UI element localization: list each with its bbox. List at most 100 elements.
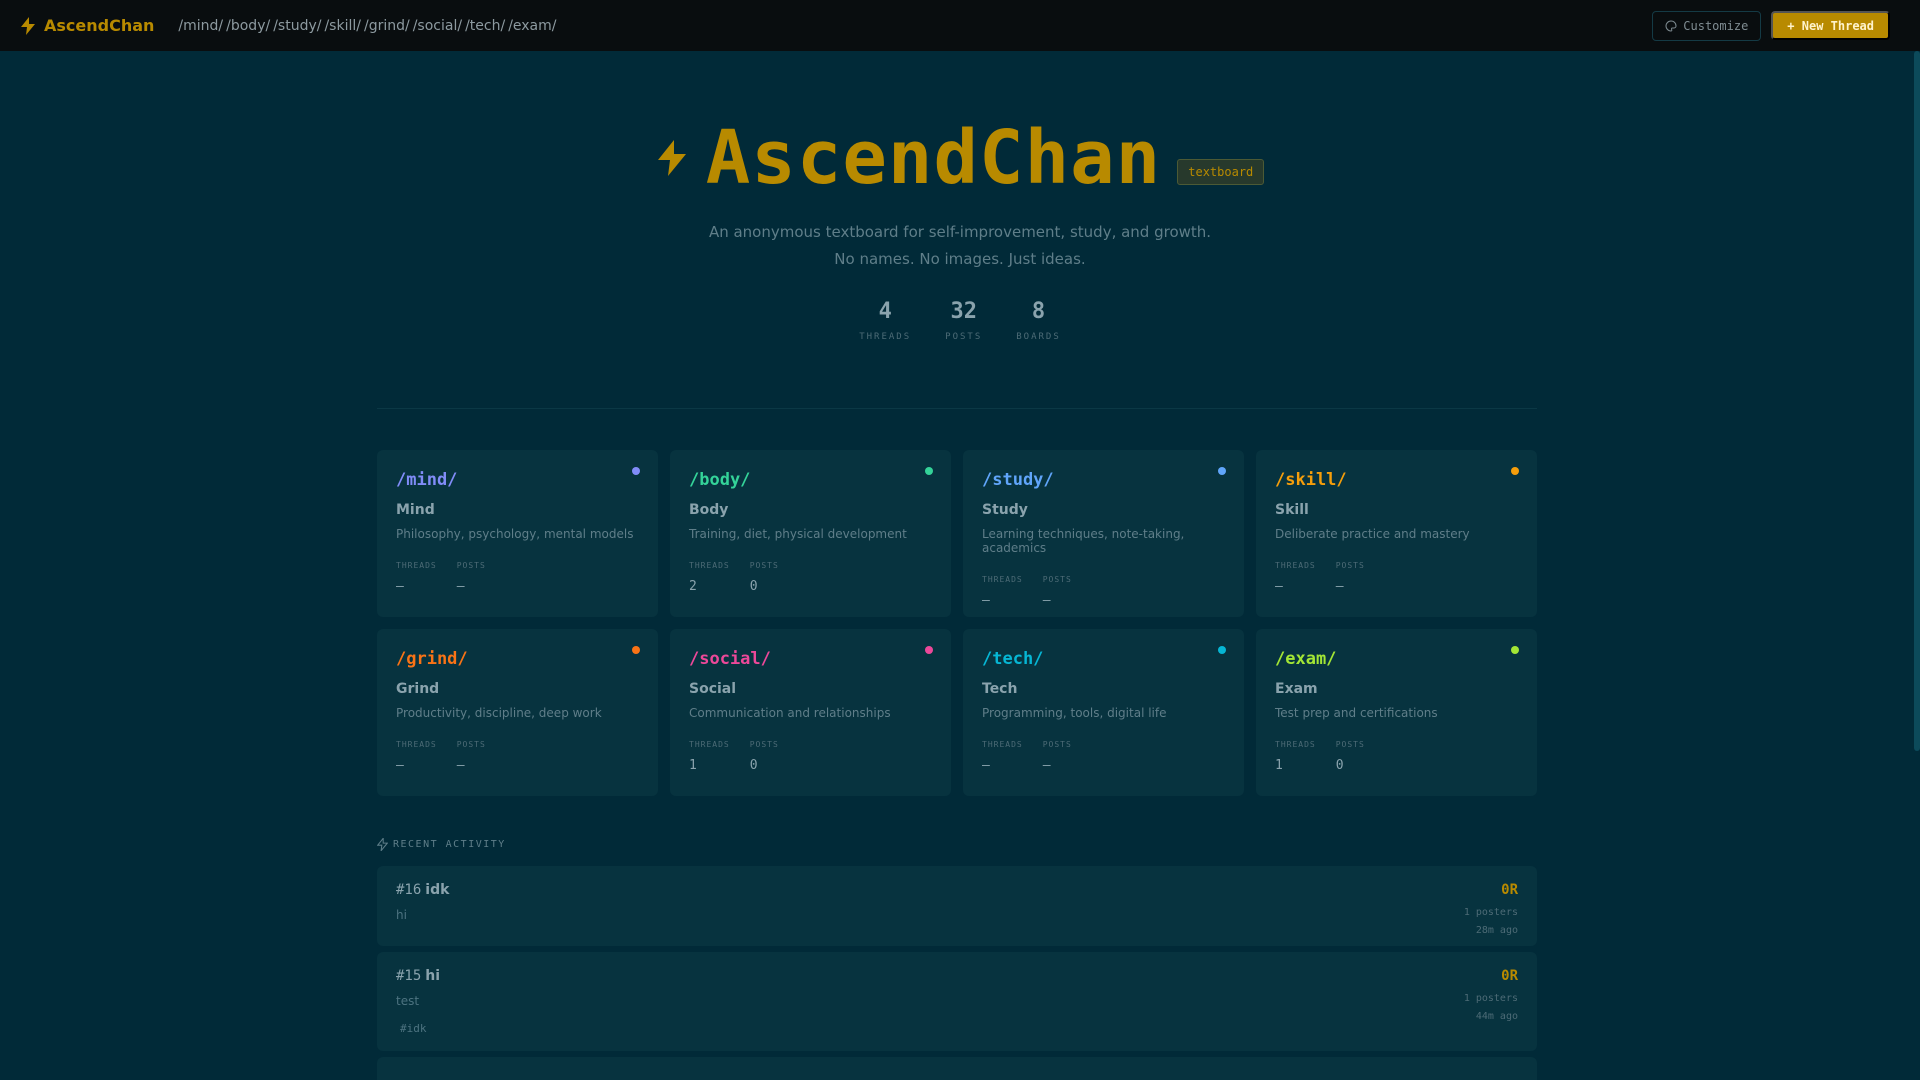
board-color-dot — [1511, 646, 1519, 654]
posts-label: POSTS — [749, 561, 779, 570]
thread-item[interactable] — [377, 1057, 1537, 1080]
posts-count: — — [1042, 593, 1051, 608]
board-card[interactable]: /exam/ Exam Test prep and certifications… — [1256, 629, 1537, 796]
threads-label: THREADS — [1275, 740, 1316, 749]
stat-boards-label: BOARDS — [1016, 332, 1061, 342]
board-color-dot — [1511, 467, 1519, 475]
board-card[interactable]: /study/ Study Learning techniques, note-… — [963, 450, 1244, 617]
posts-label: POSTS — [1335, 561, 1365, 570]
board-description: Deliberate practice and mastery — [1275, 527, 1470, 541]
nav-exam[interactable]: /exam/ — [508, 17, 557, 34]
posts-count: 0 — [749, 579, 758, 594]
nav-grind[interactable]: /grind/ — [363, 17, 410, 34]
nav-body[interactable]: /body/ — [226, 17, 271, 34]
board-name: Tech — [982, 681, 1018, 697]
stat-posts-value: 32 — [950, 299, 977, 324]
board-name: Grind — [396, 681, 440, 697]
logo-link[interactable]: AscendChan — [20, 16, 154, 35]
board-card[interactable]: /skill/ Skill Deliberate practice and ma… — [1256, 450, 1537, 617]
palette-icon — [1665, 20, 1677, 32]
board-description: Training, diet, physical development — [689, 527, 907, 541]
posts-count: — — [456, 758, 465, 773]
thread-time: 28m ago — [1475, 925, 1518, 936]
board-name: Mind — [396, 502, 435, 518]
board-card[interactable]: /social/ Social Communication and relati… — [670, 629, 951, 796]
posts-count: — — [456, 579, 465, 594]
poster-count: 1 posters — [1463, 993, 1518, 1004]
board-description: Programming, tools, digital life — [982, 706, 1167, 720]
stat-threads-value: 4 — [878, 299, 892, 324]
posts-count: — — [1335, 579, 1344, 594]
board-name: Study — [982, 502, 1028, 518]
board-name: Exam — [1275, 681, 1318, 697]
thread-tag[interactable]: #idk — [400, 1022, 427, 1035]
textboard-badge: textboard — [1177, 159, 1265, 185]
thread-number: #15 — [396, 968, 422, 984]
threads-label: THREADS — [396, 561, 437, 570]
posts-label: POSTS — [456, 561, 486, 570]
board-color-dot — [632, 467, 640, 475]
board-name: Social — [689, 681, 737, 697]
stat-boards-value: 8 — [1031, 299, 1046, 324]
threads-label: THREADS — [396, 740, 437, 749]
divider — [377, 408, 1537, 409]
customize-label: Customize — [1683, 19, 1749, 33]
site-stats: 4 THREADS 32 POSTS 8 BOARDS — [0, 299, 1920, 342]
board-slug: /skill/ — [1275, 470, 1347, 490]
hero: AscendChan textboard An anonymous textbo… — [0, 115, 1920, 342]
recent-activity-title: RECENT ACTIVITY — [393, 839, 506, 850]
lightning-icon — [377, 838, 388, 851]
top-bar: AscendChan /mind/ /body/ /study/ /skill/… — [0, 0, 1920, 51]
posts-label: POSTS — [1042, 575, 1072, 584]
nav-mind[interactable]: /mind/ — [178, 17, 224, 34]
thread-item[interactable]: #15 hi test #idk 0R 1 posters 44m ago — [377, 952, 1537, 1051]
threads-label: THREADS — [982, 575, 1023, 584]
board-slug: /exam/ — [1275, 649, 1337, 669]
board-color-dot — [925, 467, 933, 475]
lightning-icon — [657, 140, 686, 176]
board-card[interactable]: /tech/ Tech Programming, tools, digital … — [963, 629, 1244, 796]
board-color-dot — [1218, 467, 1226, 475]
thread-number: #16 — [396, 882, 422, 898]
board-nav: /mind/ /body/ /study/ /skill/ /grind/ /s… — [178, 18, 559, 34]
threads-count: 2 — [689, 579, 697, 594]
board-name: Skill — [1275, 502, 1309, 518]
thread-title: idk — [425, 882, 450, 898]
logo-text: AscendChan — [44, 16, 155, 35]
board-grid: /mind/ Mind Philosophy, psychology, ment… — [377, 450, 1537, 796]
board-card[interactable]: /grind/ Grind Productivity, discipline, … — [377, 629, 658, 796]
posts-label: POSTS — [456, 740, 486, 749]
board-slug: /study/ — [982, 470, 1054, 490]
threads-label: THREADS — [689, 740, 730, 749]
nav-social[interactable]: /social/ — [412, 17, 463, 34]
site-title: AscendChan — [705, 115, 1162, 201]
thread-title: hi — [425, 968, 441, 984]
board-card[interactable]: /body/ Body Training, diet, physical dev… — [670, 450, 951, 617]
nav-tech[interactable]: /tech/ — [465, 17, 506, 34]
posts-count: 0 — [749, 758, 758, 773]
board-slug: /tech/ — [982, 649, 1044, 669]
board-color-dot — [632, 646, 640, 654]
board-description: Learning techniques, note-taking, academ… — [982, 527, 1185, 555]
threads-count: — — [1275, 579, 1283, 594]
thread-item[interactable]: #16 idk hi 0R 1 posters 28m ago — [377, 866, 1537, 946]
reply-count: 0R — [1501, 882, 1518, 898]
threads-label: THREADS — [1275, 561, 1316, 570]
board-slug: /grind/ — [396, 649, 468, 669]
threads-label: THREADS — [982, 740, 1023, 749]
board-color-dot — [1218, 646, 1226, 654]
poster-count: 1 posters — [1463, 907, 1518, 918]
recent-activity-list: #16 idk hi 0R 1 posters 28m ago #15 hi test … — [377, 866, 1537, 1080]
nav-skill[interactable]: /skill/ — [324, 17, 361, 34]
customize-button[interactable]: Customize — [1652, 11, 1762, 41]
threads-count: 1 — [689, 758, 697, 773]
threads-count: — — [396, 579, 404, 594]
new-thread-button[interactable]: + New Thread — [1771, 11, 1890, 40]
subtitle-2: No names. No images. Just ideas. — [834, 250, 1086, 268]
threads-count: — — [396, 758, 404, 773]
nav-study[interactable]: /study/ — [273, 17, 322, 34]
thread-body: hi — [396, 908, 407, 922]
board-card[interactable]: /mind/ Mind Philosophy, psychology, ment… — [377, 450, 658, 617]
scrollbar[interactable] — [1914, 51, 1920, 751]
thread-time: 44m ago — [1475, 1011, 1518, 1022]
